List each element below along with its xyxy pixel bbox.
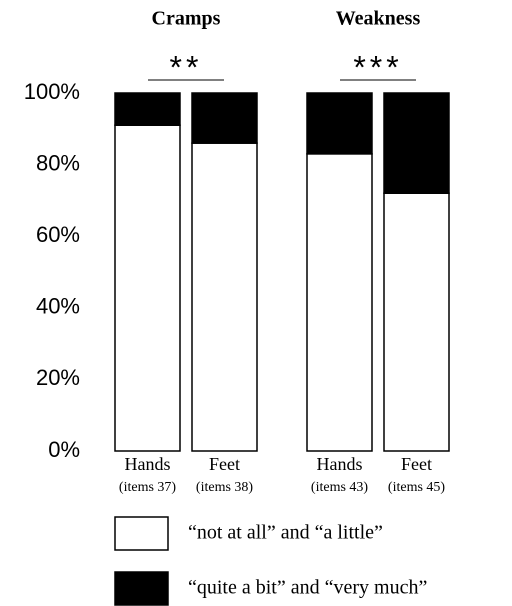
bar-segment (191, 92, 258, 144)
group-title: Cramps (152, 8, 221, 30)
y-tick-label: 20% (36, 365, 80, 390)
y-tick-label: 60% (36, 222, 80, 247)
x-tick-note: (items 37) (119, 480, 176, 495)
x-tick-label: Hands (125, 454, 171, 474)
y-tick-label: 40% (36, 294, 80, 319)
bar-segment (383, 192, 450, 452)
bar-segment (191, 142, 258, 452)
bar-segment (383, 92, 450, 194)
legend-swatch (114, 571, 169, 606)
bar-segment (114, 92, 181, 126)
x-tick-note: (items 43) (311, 480, 368, 495)
y-tick-label: 0% (48, 437, 80, 462)
significance: *** (353, 49, 402, 85)
x-tick-label: Feet (209, 454, 240, 474)
legend-swatch (114, 516, 169, 551)
bar-segment (306, 92, 373, 155)
legend-label: “quite a bit” and “very much” (188, 577, 427, 599)
x-tick-note: (items 45) (388, 480, 445, 495)
y-tick-label: 100% (24, 79, 80, 104)
x-tick-label: Feet (401, 454, 432, 474)
significance: ** (170, 49, 203, 85)
group-title: Weakness (336, 8, 421, 30)
y-tick-label: 80% (36, 150, 80, 175)
legend-label: “not at all” and “a little” (188, 522, 383, 544)
bar-segment (306, 153, 373, 452)
x-tick-label: Hands (317, 454, 363, 474)
bar-segment (114, 124, 181, 452)
x-tick-note: (items 38) (196, 480, 253, 495)
